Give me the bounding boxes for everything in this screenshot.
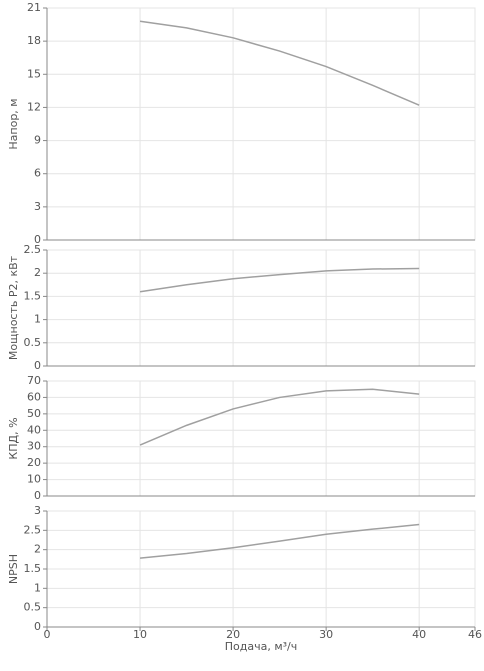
y-tick-label: 3 [34,200,41,213]
y-tick-label: 30 [27,440,41,453]
y-tick-label: 0.5 [24,601,42,614]
series-line [139,20,420,106]
x-axis-label: Подача, м³/ч [225,640,298,653]
y-tick-label: 1.5 [24,562,42,575]
series-line [139,267,420,293]
panel-frame [46,249,476,367]
y-axis-label: NPSH [7,554,20,584]
y-axis-label: КПД, % [7,417,20,459]
y-tick-label: 2 [34,266,41,279]
y-tick-label: 15 [27,67,41,80]
y-tick-label: 40 [27,423,41,436]
y-tick-label: 1 [34,581,41,594]
y-tick-label: 60 [27,390,41,403]
y-tick-label: 0 [34,233,41,246]
x-tick-label: 46 [468,628,482,641]
x-tick-label: 30 [319,628,333,641]
y-tick-label: 2 [34,543,41,556]
x-tick-label: 40 [412,628,426,641]
panel-frame [46,380,476,497]
y-tick-label: 1.5 [24,289,42,302]
y-tick-label: 50 [27,407,41,420]
y-tick-label: 0.5 [24,336,42,349]
y-tick-label: 10 [27,473,41,486]
x-tick-label: 20 [226,628,240,641]
x-tick-label: 10 [133,628,147,641]
y-tick-label: 12 [27,100,41,113]
y-tick-label: 9 [34,134,41,147]
y-tick-label: 0 [34,620,41,633]
x-tick-label: 0 [44,628,51,641]
y-tick-label: 3 [34,504,41,517]
series-line [139,523,420,559]
series-line [139,388,420,446]
y-tick-label: 2.5 [24,243,42,256]
y-axis-label: Напор, м [7,98,20,149]
y-tick-label: 0 [34,489,41,502]
y-tick-label: 70 [27,374,41,387]
y-tick-label: 18 [27,34,41,47]
y-tick-label: 6 [34,167,41,180]
y-axis-label: Мощность P2, кВт [7,255,20,360]
y-tick-label: 21 [27,1,41,14]
y-tick-label: 0 [34,359,41,372]
y-tick-label: 20 [27,456,41,469]
y-tick-label: 2.5 [24,523,42,536]
y-tick-label: 1 [34,313,41,326]
panel-frame [46,7,476,241]
